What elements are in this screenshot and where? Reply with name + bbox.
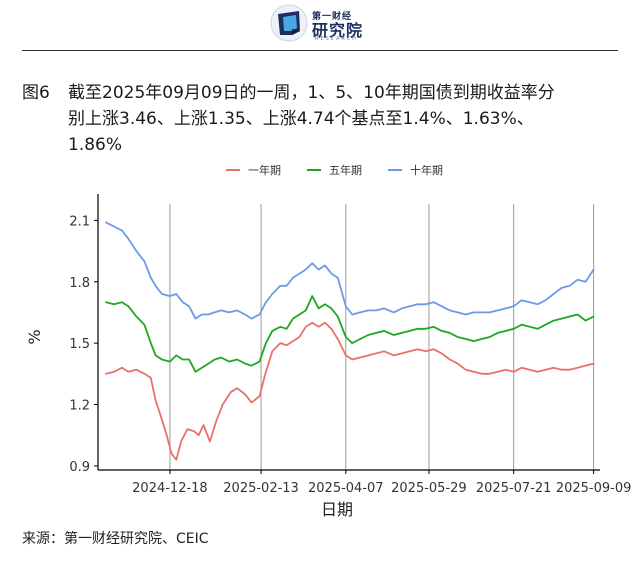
y-tick-label: 1.5 [69,337,90,352]
header-divider [22,50,618,51]
legend-label-five-year: 五年期 [329,164,362,177]
y-tick-label: 0.9 [69,460,90,475]
figure-caption: 图6 截至2025年09月09日的一周，1、5、10年期国债到期收益率分 别上涨3… [22,80,622,158]
legend-item-five-year: 五年期 [307,162,362,178]
sticky-note-icon [270,4,308,42]
legend-swatch-five-year [307,169,321,171]
yield-line-chart: 0.9 1.2 1.5 1.8 2.1 2024-12-18 2025-02-13 2025-… [25,194,632,519]
caption-text-1: 截至2025年09月09日的一周，1、5、10年期国债到期收益率分 [68,83,555,103]
x-tick-label: 2025-07-21 [476,481,552,496]
x-tick-label: 2025-04-07 [308,481,384,496]
chart-legend: 一年期 五年期 十年期 [226,160,469,180]
logo-sub-text: RESEARCH [315,36,358,42]
y-tick-label: 1.2 [69,399,90,414]
source-note: 来源：第一财经研究院、CEIC [22,531,209,547]
legend-item-one-year: 一年期 [226,162,281,178]
y-axis-title: % [25,329,44,344]
legend-swatch-one-year [226,169,240,171]
legend-swatch-ten-year [388,169,402,171]
x-tick-label: 2024-12-18 [132,481,208,496]
caption-line-1: 图6 截至2025年09月09日的一周，1、5、10年期国债到期收益率分 [22,80,622,106]
y-tick-label: 1.8 [69,276,90,291]
y-tick-label: 2.1 [69,214,90,229]
caption-line-3: 1.86% [68,135,123,155]
logo-top-text: 第一财经 [312,12,353,22]
legend-label-one-year: 一年期 [248,164,281,177]
series-line-ten-year [105,221,595,320]
caption-line-2: 别上涨3.46、上涨1.35、上涨4.74个基点至1.4%、1.63%、 [68,109,534,129]
legend-label-ten-year: 十年期 [410,164,443,177]
series-line-one-year [105,321,595,461]
x-axis-title: 日期 [321,500,353,519]
series-line-five-year [105,295,595,373]
x-tick-label: 2025-02-13 [223,481,299,496]
x-tick-label: 2025-05-29 [391,481,467,496]
brand-logo: 第一财经 研究院 RESEARCH [270,4,380,44]
logo-main-text: 研究院 [312,21,364,40]
x-tick-label: 2025-09-09 [556,481,632,496]
figure-label: 图6 [22,83,50,103]
legend-item-ten-year: 十年期 [388,162,443,178]
